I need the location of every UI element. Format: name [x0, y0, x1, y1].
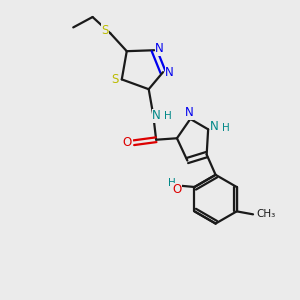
Text: N: N [184, 106, 193, 119]
Text: S: S [112, 73, 119, 86]
Text: N: N [155, 42, 164, 55]
Text: H: H [222, 123, 230, 133]
Text: O: O [123, 136, 132, 149]
Text: N: N [152, 110, 161, 122]
Text: N: N [165, 66, 174, 79]
Text: O: O [172, 184, 181, 196]
Text: H: H [164, 111, 172, 121]
Text: S: S [101, 24, 109, 37]
Text: H: H [168, 178, 176, 188]
Text: CH₃: CH₃ [256, 209, 275, 219]
Text: N: N [210, 120, 219, 133]
